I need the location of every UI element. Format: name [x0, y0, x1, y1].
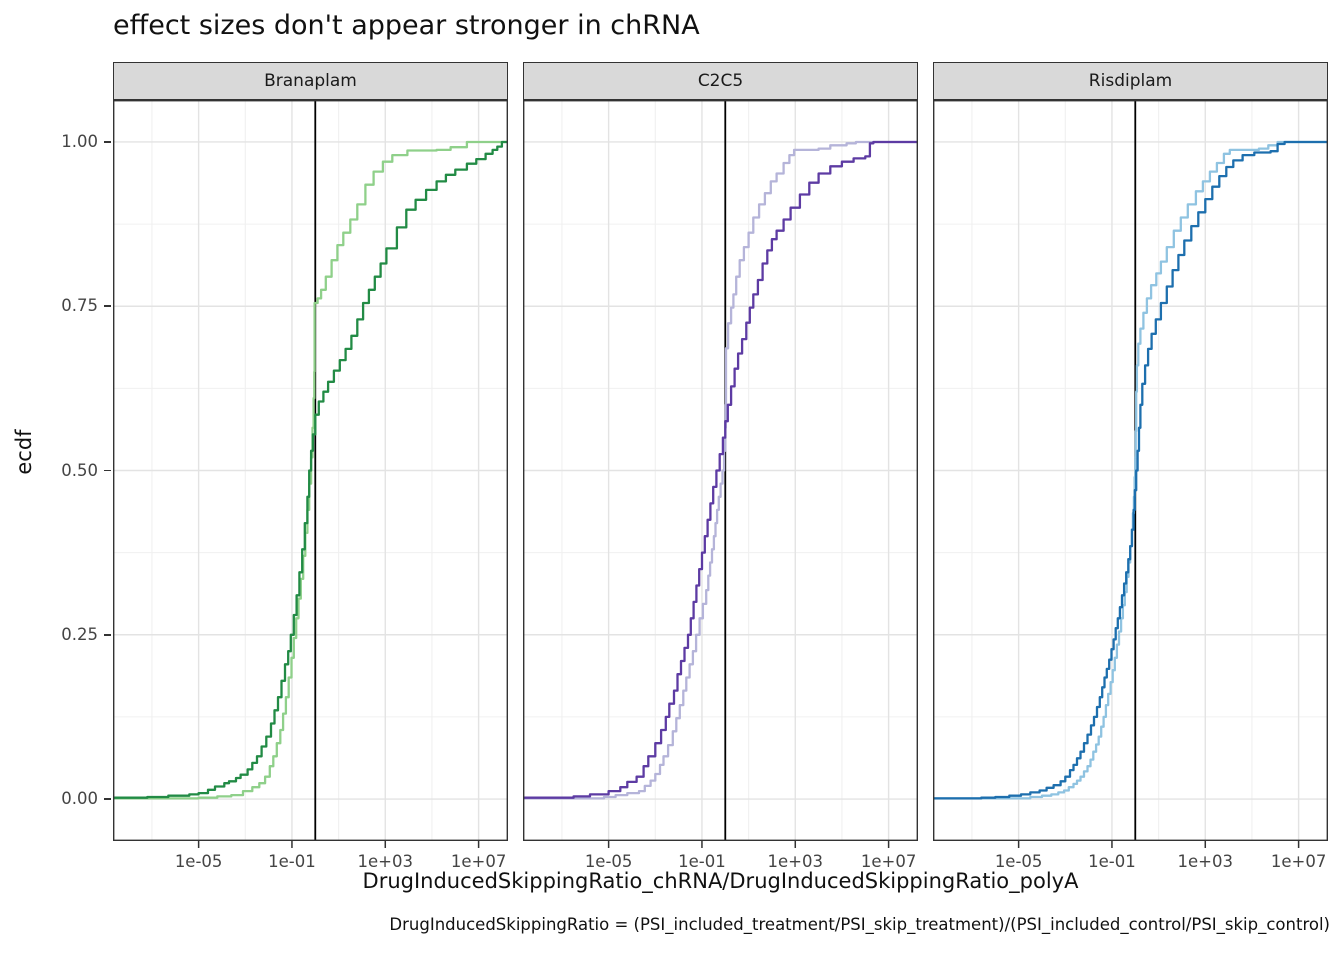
ecdf-curve-light	[523, 140, 918, 800]
y-tick-mark	[104, 305, 111, 307]
x-tick-label: 1e-01	[1088, 852, 1136, 871]
facet-strip-label: Risdiplam	[933, 62, 1328, 100]
panel-border	[523, 100, 918, 841]
facet-panel-branaplam: Branaplam 1e-05 1e-01 1e+03 1e+07	[113, 62, 508, 871]
x-tick-label: 1e-05	[994, 852, 1043, 871]
x-tick-label: 1e-01	[678, 852, 726, 871]
y-tick-label: 1.00	[61, 131, 98, 151]
y-tick-mark	[104, 798, 111, 800]
x-tick-label: 1e+03	[1177, 852, 1233, 871]
page-title: effect sizes don't appear stronger in ch…	[113, 10, 700, 41]
panel-border	[113, 100, 508, 841]
y-tick-mark	[104, 141, 111, 143]
x-tick-label: 1e-05	[174, 852, 223, 871]
x-tick-label: 1e+07	[860, 852, 917, 871]
facet-strip-label: C2C5	[523, 62, 918, 100]
x-tick-label: 1e+03	[767, 852, 823, 871]
x-axis-title: DrugInducedSkippingRatio_chRNA/DrugInduc…	[362, 869, 1079, 893]
x-tick-label: 1e+07	[1270, 852, 1327, 871]
facet-panel-c2c5: C2C5 1e-05 1e-01 1e+03 1e+07	[523, 62, 918, 871]
y-axis-title: ecdf	[12, 429, 36, 475]
x-tick-label: 1e+03	[357, 852, 413, 871]
y-tick-label: 0.50	[61, 460, 98, 480]
facet-panel-risdiplam: Risdiplam 1e-05 1e-01 1e+03 1e+07	[933, 62, 1328, 871]
x-tick-label: 1e-05	[584, 852, 633, 871]
y-tick-label: 0.00	[61, 789, 98, 809]
y-tick-label: 0.75	[61, 296, 98, 316]
y-tick-label: 0.25	[61, 624, 98, 644]
ecdf-plot-c2c5	[523, 100, 918, 848]
ecdf-plot-branaplam	[113, 100, 508, 848]
x-tick-label: 1e-01	[268, 852, 316, 871]
y-tick-mark	[104, 634, 111, 636]
y-tick-mark	[104, 469, 111, 472]
x-tick-label: 1e+07	[450, 852, 507, 871]
facet-strip-label: Branaplam	[113, 62, 508, 100]
ecdf-curve-dark	[113, 140, 508, 799]
plot-caption: DrugInducedSkippingRatio = (PSI_included…	[389, 915, 1330, 934]
ecdf-plot-risdiplam	[933, 100, 1328, 848]
panel-border	[933, 100, 1328, 841]
ecdf-curve-dark	[523, 140, 918, 799]
ecdf-curve-dark	[933, 140, 1328, 800]
